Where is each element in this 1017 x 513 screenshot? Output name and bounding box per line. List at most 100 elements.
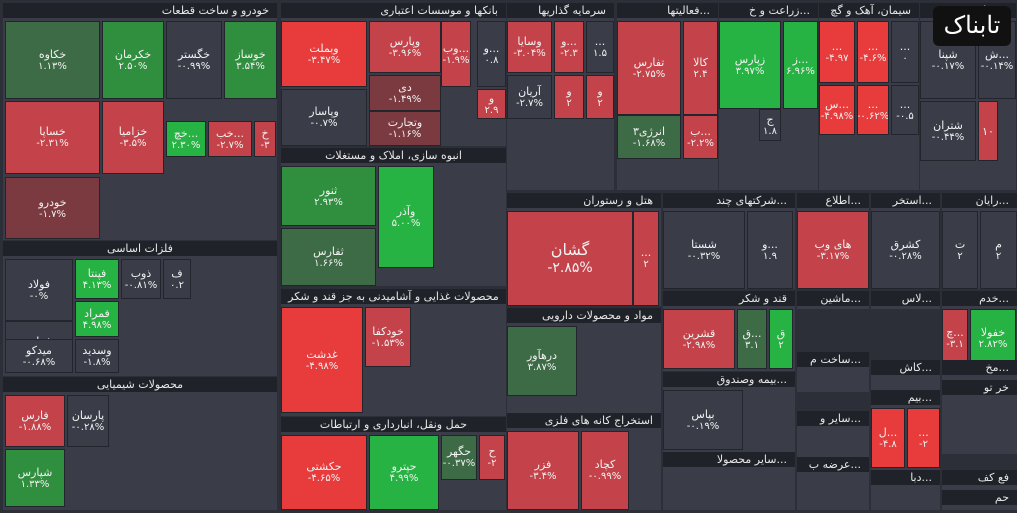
stock-tile[interactable]: ... -۴.۹۷ [819,21,855,83]
stock-tile[interactable]: ف ۰.۲ [163,259,191,299]
stock-tile[interactable]: چ... -۳.۱ [942,309,968,367]
stock-tile[interactable]: دی -۱.۴۹% [369,75,441,111]
stock-tile[interactable]: حکشتی -۴.۶۵% [281,435,367,510]
sector-block[interactable]: استخراج کانه های فلزی فزر -۳.۴% کچاد -۰.۹۹% [507,413,661,510]
stock-tile[interactable]: زپارس ۳.۹۷% [719,21,781,109]
sector-block[interactable]: سایر محصولا... [663,452,795,510]
sector-block[interactable]: محصولات شیمیایی فارس -۱.۸۸% پارسان -۰.۲۸% شپا… [3,377,277,510]
sector-block[interactable]: عرضه ب... [797,457,869,510]
stock-tile[interactable]: خوساز ۳.۵۴% [224,21,277,99]
stock-tile[interactable]: ... -۴.۶% [857,21,889,83]
sector-block[interactable]: زراعت و خ... زپارس ۳.۹۷% ز... ۶.۹۶% ج ۱.۸ [719,3,818,190]
stock-tile[interactable]: ... -۰.۵ [891,85,919,135]
sector-block[interactable]: بانکها و موسسات اعتباری وبملت -۳.۴۷% وپارس -… [281,3,506,146]
stock-tile[interactable]: حپترو ۴.۹۹% [369,435,439,510]
stock-tile[interactable]: و ۲.۹ [477,89,506,119]
stock-tile[interactable]: وتجارت -۱.۱۶% [369,111,441,146]
stock-tile[interactable]: های وب -۳.۱۷% [797,211,869,289]
stock-tile[interactable]: حگهر -۰.۳۷% [441,435,477,480]
stock-tile[interactable]: فپنتا ۴.۱۳% [75,259,119,299]
sector-block[interactable]: هتل و رستوران گشان -۲.۸۵%... ۲ [507,193,661,306]
stock-tile[interactable]: ... -۰.۶۲% [857,85,889,135]
stock-tile[interactable]: شستا -۰.۳۲% [663,211,745,289]
stock-tile[interactable]: خکاوه ۱.۱۳% [5,21,100,99]
sector-block[interactable]: ساخت م... [797,352,869,392]
sector-block[interactable]: رایان... ت ۲ م ۲ [942,193,1017,289]
stock-tile[interactable]: ذوب -۰.۸۱% [121,259,161,299]
stock-tile[interactable]: وپاسار -۰.۷% [281,89,367,146]
stock-tile[interactable]: و... -۲.۳ [554,21,584,73]
sector-block[interactable]: قند و شکر قشرین -۲.۹۸% ق... ۳.۱ ق ۲ [663,291,795,371]
sector-block[interactable]: انبوه سازی، املاک و مستغلات ثنور ۲.۹۳% وآذر… [281,148,506,286]
sector-block[interactable]: سرمایه گذاریها وسایا -۳.۰۴% و... -۲.۳... ۱.۵ آ… [507,3,614,190]
stock-tile[interactable]: ق... ۳.۱ [737,309,767,369]
stock-tile[interactable]: ثنور ۲.۹۳% [281,166,376,226]
stock-tile[interactable]: وآذر ۵.۰۰% [378,166,434,268]
sector-block[interactable]: فع کف [942,470,1017,490]
stock-tile[interactable]: فارس -۱.۸۸% [5,395,65,447]
stock-tile[interactable]: خودکفا -۱.۵۳% [365,307,411,367]
stock-tile[interactable]: شتران -۰.۴۴% [920,101,976,161]
stock-tile[interactable]: ثفارس ۱.۶۶% [281,228,376,286]
stock-tile[interactable]: وبملت -۳.۴۷% [281,21,367,87]
stock-tile[interactable]: کچاد -۰.۹۹% [581,431,629,510]
stock-tile[interactable]: شپارس ۱.۳۳% [5,449,65,507]
stock-tile[interactable]: قشرین -۲.۹۸% [663,309,735,369]
sector-block[interactable]: فعالیتها... تفارس -۲.۷۵% کالا ۲.۴ انرژی۳ -۱.۶۸… [617,3,718,190]
stock-tile[interactable]: وسایا -۳.۰۴% [507,21,552,73]
sector-block[interactable]: لاس... [871,291,940,309]
stock-tile[interactable]: تفارس -۲.۷۵% [617,21,681,115]
stock-tile[interactable]: ... ۰ [891,21,919,83]
sector-block[interactable]: بیمه وصندوق... بپاس -۰.۱۹% [663,372,795,452]
stock-tile[interactable]: خ -۳ [254,121,276,157]
sector-block[interactable]: شرکتهای چند... شستا -۰.۳۲% و... ۱.۹ [663,193,795,289]
sector-block[interactable]: استخر... کشرق -۰.۲۸% [871,193,940,289]
sector-block[interactable]: کاش... [871,360,940,390]
stock-tile[interactable]: وب... -۱.۹% [441,21,471,87]
stock-tile[interactable]: خساپا -۲.۳۱% [5,101,100,174]
sector-block[interactable]: مخ... [942,360,1017,380]
sector-block[interactable]: بیم... ل... -۴.۸... -۲ [871,390,940,470]
sector-block[interactable]: اطلاع... های وب -۳.۱۷% [797,193,869,289]
sector-block[interactable]: دبا... [871,470,940,510]
stock-tile[interactable]: خفولا ۲.۸۲% [970,309,1016,367]
sector-block[interactable]: فلزات اساسی فولاد -۰% فپنتا ۴.۱۳% ذوب -۰.۸۱% ف ۰… [3,241,277,376]
sector-block[interactable]: خر تو [942,380,1017,454]
stock-tile[interactable]: بپاس -۰.۱۹% [663,390,743,450]
sector-block[interactable]: حم [942,490,1017,510]
stock-tile[interactable]: و... ۱.۹ [747,211,793,289]
sector-block[interactable]: حمل ونقل، انبارداری و ارتباطات حکشتی -۴.۶۵… [281,417,506,510]
stock-tile[interactable]: خچ... ۲.۳۰% [166,121,206,157]
sector-block[interactable]: محصولات غذایی و آشامیدنی به جز قند و شکر… [281,289,506,416]
stock-tile[interactable]: وپارس -۳.۹۶% [369,21,441,73]
stock-tile[interactable]: خزامیا -۳.۵% [102,101,164,174]
stock-tile[interactable]: ز... ۶.۹۶% [783,21,818,109]
stock-tile[interactable]: پارسان -۰.۲۸% [67,395,109,447]
stock-tile[interactable]: کالا ۲.۴ [683,21,718,115]
stock-tile[interactable]: ۱۰ [978,101,998,161]
stock-tile[interactable]: و... ۰.۸ [477,21,506,87]
stock-tile[interactable]: ح -۲ [479,435,505,480]
sector-block[interactable]: خدم... [942,291,1017,309]
stock-tile[interactable]: انرژی۳ -۱.۶۸% [617,115,681,159]
stock-tile[interactable]: س... -۴.۹۸% [819,85,855,135]
stock-tile[interactable]: کشرق -۰.۲۸% [871,211,940,289]
stock-tile[interactable]: درهآور ۳.۸۷% [507,326,577,396]
sector-block[interactable]: سایر و... [797,411,869,457]
stock-tile[interactable]: میدکو -۰.۶۸% [5,339,73,373]
sector-block[interactable]: مواد و محصولات دارویی درهآور ۳.۸۷% [507,308,661,413]
stock-tile[interactable]: خکرمان ۲.۵۰% [102,21,164,99]
sector-block[interactable]: سیمان، آهک و گچ... -۴.۹۷... -۴.۶%... ۰ س... -… [819,3,919,190]
stock-tile[interactable]: فزر -۳.۴% [507,431,579,510]
stock-tile[interactable]: خب... -۲.۷% [208,121,252,157]
stock-tile[interactable]: فولاد -۰% [5,259,73,321]
stock-tile[interactable]: فمراد ۴.۹۸% [75,301,119,337]
sector-block[interactable]: ماشین... [797,291,869,309]
stock-tile[interactable]: غدشت -۴.۹۸% [281,307,363,413]
stock-tile[interactable]: خگستر -۰.۹۹% [166,21,222,99]
